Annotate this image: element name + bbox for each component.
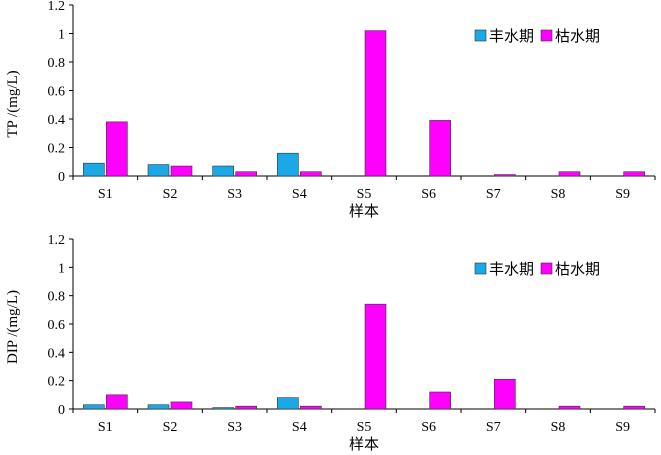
bar-dry-season-s1 <box>106 394 128 410</box>
bar-dry-season-s6 <box>429 391 451 410</box>
x-tick-label: S9 <box>615 420 630 435</box>
legend-label-wet-season: 丰水期 <box>489 261 534 278</box>
bar-wet-season-s3 <box>212 407 234 410</box>
legend-swatch-wet-season <box>474 29 487 42</box>
y-tick-label: 0.6 <box>48 85 66 100</box>
y-tick-label: 1 <box>58 28 65 43</box>
x-tick-label: S1 <box>98 187 113 202</box>
y-axis-title: DIP /(mg/L) <box>5 290 21 364</box>
legend-label-wet-season: 丰水期 <box>489 28 534 45</box>
legend: 丰水期 枯水期 <box>474 261 600 278</box>
bar-dry-season-s8 <box>558 171 581 177</box>
x-tick-label: S6 <box>421 420 436 435</box>
bar-dry-season-s6 <box>429 120 451 177</box>
chart-panel-1: 0 0.2 0.4 0.6 0.8 1 1.2 S1 S2 S3 S4 S5 S6 S7 S8 S9 样本 TP … <box>5 0 656 220</box>
y-tick-label: 0 <box>58 403 65 418</box>
x-tick-label: S9 <box>615 187 630 202</box>
y-tick-label: 0.6 <box>48 318 66 333</box>
x-tick-label: S7 <box>486 420 501 435</box>
x-tick-label: S4 <box>292 187 307 202</box>
y-axis-title: TP /(mg/L) <box>5 70 21 137</box>
x-axis-title: 样本 <box>349 436 379 453</box>
bar-wet-season-s1 <box>83 404 105 410</box>
y-tick-label: 1.2 <box>48 233 66 248</box>
x-axis-title: 样本 <box>349 203 379 220</box>
legend-label-dry-season: 枯水期 <box>555 28 600 45</box>
x-tick-label: S5 <box>357 420 372 435</box>
y-tick-label: 0.2 <box>48 375 66 390</box>
x-tick-label: S4 <box>292 420 307 435</box>
x-tick-label: S8 <box>551 187 566 202</box>
bar-wet-season-s2 <box>147 164 170 177</box>
bar-wet-season-s4 <box>277 397 299 410</box>
y-tick-label: 0.2 <box>48 142 66 157</box>
x-tick-label: S3 <box>227 420 242 435</box>
x-tick-label: S2 <box>163 187 178 202</box>
bar-dry-season-s3 <box>235 405 257 410</box>
bar-dry-season-s8 <box>558 405 581 410</box>
bar-dry-season-s2 <box>170 401 193 410</box>
x-tick-label: S2 <box>163 420 178 435</box>
x-tick-label: S1 <box>98 420 113 435</box>
y-tick-label: 1 <box>58 261 65 276</box>
bar-dry-season-s5 <box>364 303 387 410</box>
legend-swatch-wet-season <box>474 262 487 275</box>
y-tick-label: 0.8 <box>48 290 66 305</box>
legend-swatch-dry-season <box>540 262 553 275</box>
x-tick-label: S7 <box>486 187 501 202</box>
x-tick-label: S3 <box>227 187 242 202</box>
bar-dry-season-s1 <box>106 121 128 177</box>
x-tick-label: S8 <box>551 420 566 435</box>
bar-dry-season-s7 <box>494 174 516 177</box>
bar-dry-season-s3 <box>235 171 257 177</box>
legend-label-dry-season: 枯水期 <box>555 261 600 278</box>
bar-wet-season-s1 <box>83 162 105 177</box>
bar-dry-season-s5 <box>364 30 387 177</box>
x-tick-label: S6 <box>421 187 436 202</box>
y-tick-label: 0.8 <box>48 56 66 71</box>
bar-dry-season-s9 <box>623 405 645 410</box>
y-tick-label: 0.4 <box>48 346 66 361</box>
x-tick-label: S5 <box>357 187 372 202</box>
chart-panel-2: 0 0.2 0.4 0.6 0.8 1 1.2 S1 S2 S3 S4 S5 S6 S7 S8 S9 样本 DIP… <box>5 233 656 453</box>
bar-dry-season-s7 <box>494 378 516 410</box>
bar-dry-season-s4 <box>300 171 322 177</box>
bar-wet-season-s3 <box>212 165 234 177</box>
y-tick-label: 1.2 <box>48 0 66 14</box>
bar-dry-season-s9 <box>623 171 645 177</box>
bar-dry-season-s4 <box>300 405 322 410</box>
bar-wet-season-s2 <box>147 404 170 410</box>
legend: 丰水期 枯水期 <box>474 28 600 45</box>
legend-swatch-dry-season <box>540 29 553 42</box>
bar-wet-season-s4 <box>277 152 299 177</box>
y-tick-label: 0.4 <box>48 113 66 128</box>
bar-dry-season-s2 <box>170 165 193 177</box>
y-tick-label: 0 <box>58 170 65 185</box>
